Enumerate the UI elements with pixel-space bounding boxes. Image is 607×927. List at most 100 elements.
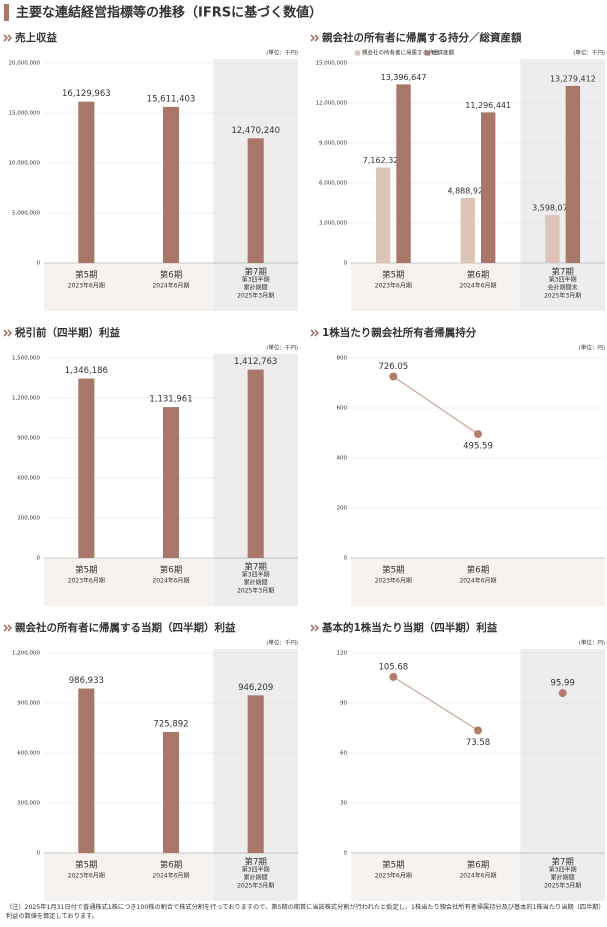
section-icon <box>310 329 320 337</box>
y-tick-label: 0 <box>344 261 348 267</box>
bar <box>375 167 391 263</box>
unit-label: (単位：千円) <box>573 49 605 57</box>
chart-title: 税引前（四半期）利益 <box>15 326 120 339</box>
y-tick-label: 400 <box>337 456 348 462</box>
category-label: 第5期 <box>382 860 404 871</box>
category-sublabel: 第3四半期 <box>242 866 270 874</box>
category-sublabel: 累計期間 <box>244 874 268 882</box>
bar <box>247 138 264 263</box>
y-tick-label: 30 <box>340 801 347 807</box>
bar <box>396 84 411 263</box>
y-tick-label: 20,000,000 <box>9 61 41 67</box>
unit-label: (単位：千円) <box>266 49 298 57</box>
category-label: 第5期 <box>382 565 404 576</box>
bar <box>247 695 264 853</box>
footnote: （注）2025年1月31日付で普通株式1株につき100株の割合で株式分割を行って… <box>6 904 602 920</box>
category-sublabel: 2024年6月期 <box>459 282 496 290</box>
value-label: 1,346,186 <box>65 366 108 376</box>
y-tick-label: 1,200,000 <box>12 396 40 402</box>
y-tick-label: 200 <box>337 506 348 512</box>
bar <box>545 215 560 263</box>
section-icon <box>3 34 13 42</box>
bar <box>162 106 180 263</box>
bar <box>78 688 95 853</box>
y-tick-label: 600,000 <box>17 476 40 482</box>
bar <box>162 732 180 853</box>
unit-label: (単位：円) <box>579 344 605 352</box>
category-label: 第5期 <box>382 270 404 281</box>
category-label: 第6期 <box>467 270 489 281</box>
value-label: 12,470,240 <box>231 126 280 136</box>
chart-title: 親会社の所有者に帰属する当期（四半期）利益 <box>15 621 236 634</box>
y-tick-label: 0 <box>344 851 348 857</box>
point <box>474 726 482 735</box>
y-tick-label: 0 <box>37 851 41 857</box>
category-sublabel: 2024年6月期 <box>152 577 189 585</box>
legend-label: 総資産額 <box>432 49 455 57</box>
y-tick-label: 300,000 <box>17 801 40 807</box>
category-label: 第5期 <box>75 565 97 576</box>
category-sublabel: 2024年6月期 <box>459 872 496 880</box>
y-tick-label: 0 <box>37 556 41 562</box>
category-sublabel: 会計期間末 <box>548 284 578 292</box>
value-label: 4,888,927 <box>447 186 488 195</box>
value-label: 1,131,961 <box>149 395 192 405</box>
section-icon <box>310 624 320 632</box>
category-sublabel: 2024年6月期 <box>152 872 189 880</box>
category-sublabel: 第3四半期 <box>242 571 270 579</box>
y-tick-label: 300,000 <box>17 516 40 522</box>
y-tick-label: 9,000,000 <box>319 141 347 147</box>
value-label: 3,598,078 <box>532 204 573 213</box>
category-sublabel: 2023年6月期 <box>68 872 105 880</box>
category-sublabel: 2023年6月期 <box>375 282 412 290</box>
y-tick-label: 800 <box>337 356 348 362</box>
category-sublabel: 2025年3月期 <box>237 292 274 300</box>
value-label: 986,933 <box>69 676 104 686</box>
y-tick-label: 3,000,000 <box>319 221 347 227</box>
category-sublabel: 第3四半期 <box>549 276 577 284</box>
legend-swatch <box>425 50 430 56</box>
chart-title: 1株当たり親会社所有者帰属持分 <box>322 326 477 339</box>
category-label: 第6期 <box>160 270 182 281</box>
category-sublabel: 2025年3月期 <box>237 587 274 595</box>
category-sublabel: 2023年6月期 <box>68 282 105 290</box>
unit-label: (単位：千円) <box>266 639 298 647</box>
bar <box>481 112 496 263</box>
y-tick-label: 1,200,000 <box>12 651 40 657</box>
value-label: 7,162,324 <box>363 156 404 165</box>
value-label: 495.59 <box>463 442 493 452</box>
bar <box>247 369 264 558</box>
value-label: 15,611,403 <box>147 94 196 104</box>
value-label: 726.05 <box>378 362 408 372</box>
unit-label: (単位：円) <box>579 639 605 647</box>
y-tick-label: 90 <box>340 701 347 707</box>
category-sublabel: 2025年3月期 <box>544 292 581 300</box>
category-label: 第5期 <box>75 860 97 871</box>
section-icon <box>310 34 320 42</box>
category-sublabel: 2025年3月期 <box>544 882 581 890</box>
title-bar <box>4 4 9 21</box>
bar <box>78 101 95 263</box>
category-sublabel: 2024年6月期 <box>459 577 496 585</box>
line <box>392 375 479 435</box>
value-label: 13,279,412 <box>550 74 596 83</box>
section-icon <box>3 329 13 337</box>
point <box>389 372 398 381</box>
value-label: 73.58 <box>466 738 490 748</box>
category-sublabel: 2023年6月期 <box>375 577 412 585</box>
y-tick-label: 0 <box>37 261 41 267</box>
category-label: 第7期 <box>551 267 573 278</box>
page-title: 主要な連結経営指標等の推移（IFRSに基づく数値） <box>16 5 322 21</box>
section-icon <box>3 624 13 632</box>
bar <box>565 85 581 264</box>
category-sublabel: 2023年6月期 <box>68 577 105 585</box>
category-sublabel: 2024年6月期 <box>152 282 189 290</box>
value-label: 95.99 <box>550 679 574 689</box>
point <box>558 689 567 698</box>
category-sublabel: 累計期間 <box>244 284 268 292</box>
y-tick-label: 600,000 <box>17 751 40 757</box>
category-sublabel: 第3四半期 <box>549 866 577 874</box>
bar <box>78 378 95 558</box>
category-sublabel: 2023年6月期 <box>375 872 412 880</box>
